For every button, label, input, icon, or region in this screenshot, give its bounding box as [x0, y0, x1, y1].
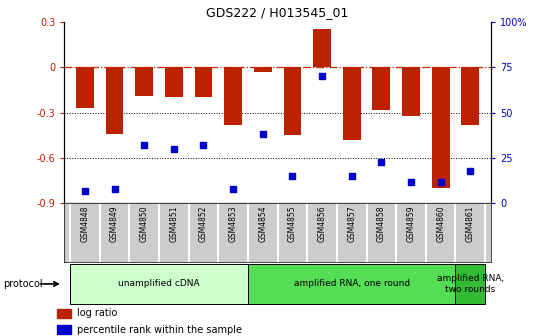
- Text: GSM4852: GSM4852: [199, 205, 208, 242]
- Text: amplified RNA,
two rounds: amplified RNA, two rounds: [437, 274, 504, 294]
- Bar: [254, 67, 272, 72]
- Bar: [135, 67, 153, 96]
- Point: [229, 186, 238, 192]
- Text: unamplified cDNA: unamplified cDNA: [118, 280, 200, 288]
- Point: [140, 142, 148, 148]
- Point: [466, 168, 475, 173]
- Bar: [165, 67, 183, 97]
- Point: [407, 179, 416, 184]
- Text: protocol: protocol: [3, 279, 42, 289]
- Text: GSM4848: GSM4848: [80, 205, 89, 242]
- Bar: [224, 67, 242, 125]
- Text: GSM4856: GSM4856: [318, 205, 326, 242]
- Bar: [461, 67, 479, 125]
- Bar: [76, 67, 94, 108]
- Point: [377, 159, 386, 164]
- Text: GSM4851: GSM4851: [169, 205, 179, 242]
- Text: GSM4859: GSM4859: [406, 205, 416, 242]
- Text: GSM4855: GSM4855: [288, 205, 297, 242]
- Point: [436, 179, 445, 184]
- Point: [199, 142, 208, 148]
- Bar: [283, 67, 301, 135]
- Text: GSM4858: GSM4858: [377, 205, 386, 242]
- Text: GSM4850: GSM4850: [140, 205, 149, 242]
- Bar: [432, 67, 450, 188]
- Bar: [70, 264, 248, 304]
- Point: [318, 74, 326, 79]
- Point: [347, 173, 356, 179]
- Text: GSM4854: GSM4854: [258, 205, 267, 242]
- Point: [110, 186, 119, 192]
- Bar: [455, 264, 485, 304]
- Bar: [57, 325, 70, 335]
- Point: [170, 146, 179, 152]
- Text: amplified RNA, one round: amplified RNA, one round: [294, 280, 410, 288]
- Bar: [373, 67, 390, 110]
- Bar: [248, 264, 455, 304]
- Point: [258, 132, 267, 137]
- Bar: [105, 67, 123, 134]
- Bar: [402, 67, 420, 116]
- Bar: [313, 30, 331, 67]
- Text: percentile rank within the sample: percentile rank within the sample: [77, 325, 242, 335]
- Title: GDS222 / H013545_01: GDS222 / H013545_01: [206, 6, 349, 19]
- Bar: [57, 309, 70, 318]
- Bar: [343, 67, 360, 140]
- Text: GSM4861: GSM4861: [466, 205, 475, 242]
- Text: GSM4853: GSM4853: [229, 205, 238, 242]
- Bar: [195, 67, 213, 97]
- Text: GSM4857: GSM4857: [347, 205, 356, 242]
- Text: GSM4849: GSM4849: [110, 205, 119, 242]
- Text: log ratio: log ratio: [77, 308, 118, 318]
- Point: [80, 188, 89, 193]
- Text: GSM4860: GSM4860: [436, 205, 445, 242]
- Point: [288, 173, 297, 179]
